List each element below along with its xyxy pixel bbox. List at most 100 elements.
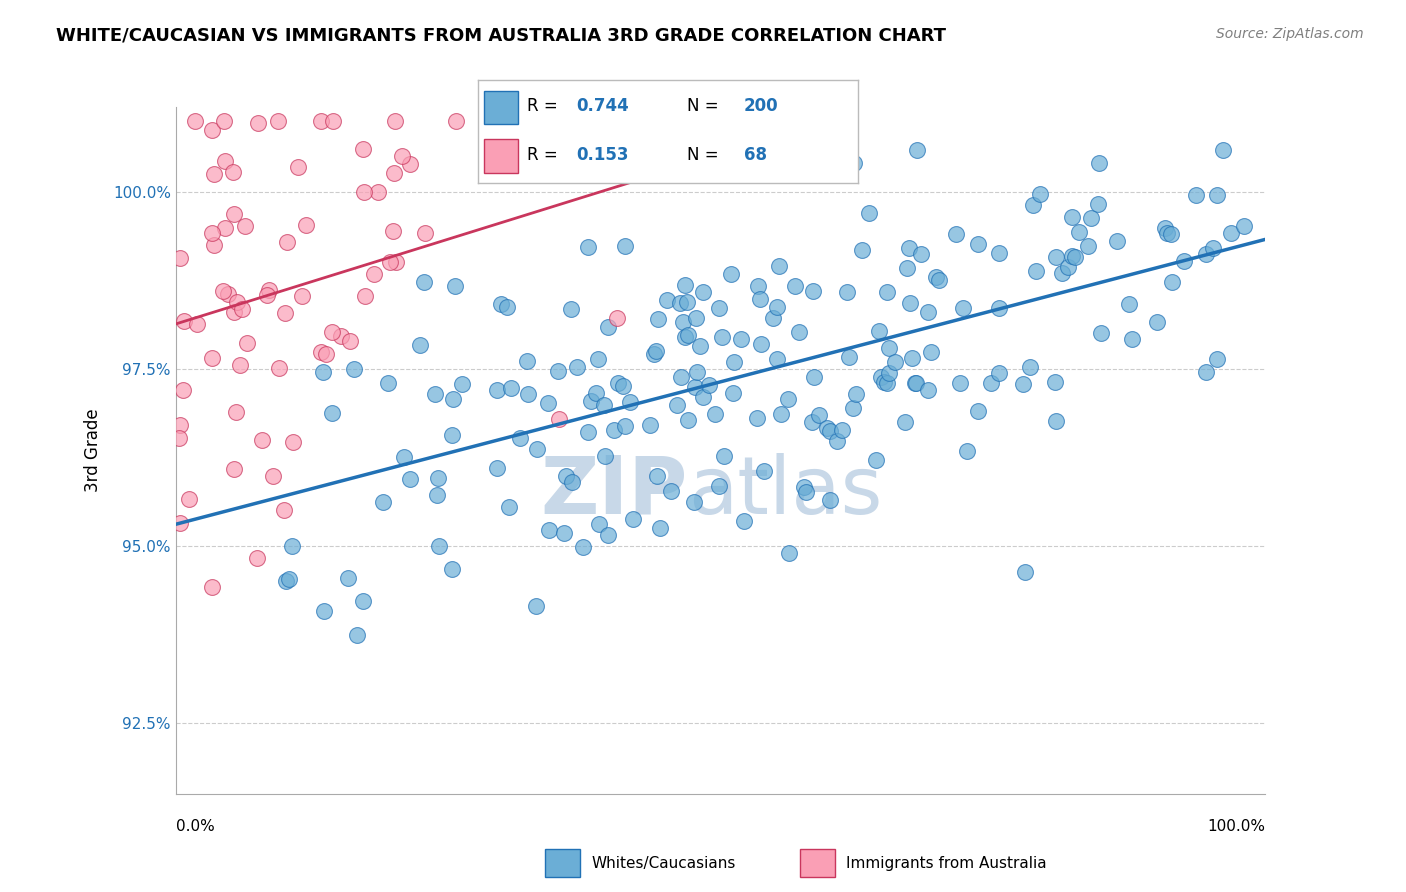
Point: [792, 480, 814, 494]
Point: [778, 546, 800, 560]
Point: [676, 412, 699, 426]
Point: [273, 502, 295, 516]
Point: [259, 283, 281, 297]
Point: [901, 351, 924, 365]
Point: [413, 226, 436, 240]
Point: [330, 329, 353, 343]
Point: [221, 165, 243, 179]
Point: [486, 383, 509, 397]
Point: [371, 495, 394, 509]
Point: [1185, 188, 1208, 202]
Point: [553, 526, 575, 541]
Point: [184, 114, 207, 128]
Point: [865, 453, 887, 467]
Point: [426, 487, 449, 501]
Text: Source: ZipAtlas.com: Source: ZipAtlas.com: [1216, 27, 1364, 41]
Point: [321, 325, 343, 339]
Point: [818, 492, 841, 507]
Point: [385, 255, 408, 269]
Point: [1195, 365, 1218, 379]
Point: [835, 285, 858, 299]
Point: [910, 246, 932, 260]
Point: [689, 339, 711, 353]
Point: [353, 289, 375, 303]
Point: [561, 475, 583, 489]
Point: [524, 599, 547, 614]
Point: [509, 431, 531, 445]
Point: [598, 320, 620, 334]
Point: [683, 494, 706, 508]
Point: [495, 300, 517, 314]
Point: [1121, 332, 1143, 346]
Text: 0.744: 0.744: [576, 97, 630, 115]
Point: [443, 278, 465, 293]
Point: [673, 277, 696, 292]
Text: 0.0%: 0.0%: [176, 819, 215, 834]
Point: [384, 114, 406, 128]
Point: [697, 378, 720, 392]
Point: [363, 267, 385, 281]
Point: [752, 464, 775, 478]
Point: [212, 284, 235, 298]
Point: [451, 376, 474, 391]
Point: [723, 386, 745, 401]
Point: [685, 311, 707, 326]
Point: [352, 143, 374, 157]
Point: [399, 472, 422, 486]
Point: [768, 260, 790, 274]
Point: [1080, 211, 1102, 225]
Text: N =: N =: [688, 145, 724, 163]
Point: [845, 387, 868, 401]
Point: [526, 442, 548, 456]
Point: [1064, 250, 1087, 264]
Point: [291, 288, 314, 302]
Point: [1067, 225, 1090, 239]
Point: [873, 376, 896, 390]
Text: 100.0%: 100.0%: [1208, 819, 1265, 834]
Point: [917, 384, 939, 398]
Point: [1045, 414, 1067, 428]
Point: [748, 292, 770, 306]
Point: [904, 376, 927, 391]
Point: [720, 267, 742, 281]
Point: [980, 376, 1002, 391]
Text: Whites/Caucasians: Whites/Caucasians: [591, 855, 735, 871]
Point: [733, 514, 755, 528]
Point: [186, 317, 208, 331]
Point: [1220, 227, 1243, 241]
Point: [692, 390, 714, 404]
Point: [571, 540, 593, 554]
Point: [614, 418, 637, 433]
Point: [987, 366, 1010, 380]
Point: [274, 306, 297, 320]
Point: [343, 362, 366, 376]
Point: [214, 154, 236, 169]
Text: 68: 68: [744, 145, 766, 163]
Point: [312, 365, 335, 379]
Point: [868, 324, 890, 338]
Point: [212, 114, 235, 128]
Point: [377, 376, 399, 390]
Point: [844, 156, 866, 170]
Point: [1014, 565, 1036, 579]
Point: [896, 260, 918, 275]
Point: [713, 450, 735, 464]
Point: [1019, 360, 1042, 375]
Point: [441, 392, 464, 407]
Point: [1045, 250, 1067, 264]
Point: [801, 285, 824, 299]
Point: [619, 395, 641, 409]
Point: [838, 351, 860, 365]
Bar: [484, 139, 517, 173]
Point: [399, 157, 422, 171]
Point: [858, 206, 880, 220]
Point: [655, 293, 678, 308]
Point: [876, 285, 898, 299]
Point: [353, 186, 375, 200]
Point: [278, 573, 301, 587]
Point: [842, 401, 865, 415]
Point: [917, 305, 939, 319]
Point: [1077, 239, 1099, 253]
Point: [537, 396, 560, 410]
Point: [274, 574, 297, 588]
